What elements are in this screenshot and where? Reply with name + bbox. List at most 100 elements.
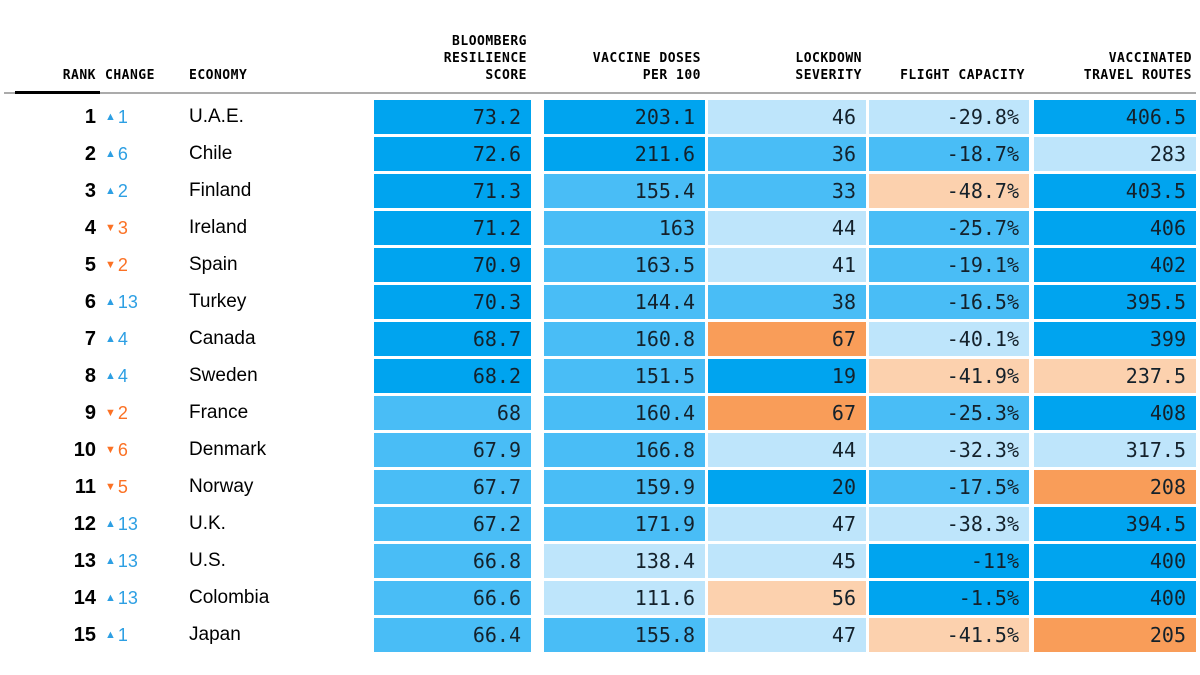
table-row: 13 ▲ 13 U.S. 66.8 138.4 45 -11% 400 xyxy=(4,544,1196,578)
vaccine-cell: 160.8 xyxy=(544,322,705,356)
column-gap xyxy=(531,211,544,245)
lockdown-cell: 33 xyxy=(708,174,866,208)
change-cell: ▲ 13 xyxy=(96,507,189,541)
change-value: 2 xyxy=(117,255,128,275)
column-gap xyxy=(1029,507,1034,541)
economy-name: Denmark xyxy=(189,439,267,460)
economy-name: Chile xyxy=(189,143,233,164)
flight-cell: -32.3% xyxy=(869,433,1029,467)
flight-cell: -16.5% xyxy=(869,285,1029,319)
col-header-score: BLOOMBERG RESILIENCE SCORE xyxy=(443,34,527,83)
vaccine-cell: 166.8 xyxy=(544,433,705,467)
column-gap xyxy=(705,544,708,578)
rank-value: 10 xyxy=(73,439,96,461)
change-cell: ▼ 2 xyxy=(96,396,189,430)
flight-cell: -41.5% xyxy=(869,618,1029,652)
rank-value: 8 xyxy=(84,365,96,387)
lockdown-cell: 67 xyxy=(708,396,866,430)
flight-cell: -40.1% xyxy=(869,322,1029,356)
change-arrow-icon: ▼ xyxy=(105,481,116,493)
rank-value: 9 xyxy=(84,402,96,424)
column-gap xyxy=(1029,322,1034,356)
score-cell: 68.2 xyxy=(374,359,531,393)
economy-name: Finland xyxy=(189,180,252,201)
column-gap xyxy=(866,100,869,134)
flight-cell: -25.7% xyxy=(869,211,1029,245)
column-gap xyxy=(866,433,869,467)
rank-value: 3 xyxy=(84,180,96,202)
change-value: 13 xyxy=(117,292,138,312)
routes-cell: 283 xyxy=(1034,137,1196,171)
change-arrow-icon: ▲ xyxy=(105,148,116,160)
change-arrow-icon: ▼ xyxy=(105,407,116,419)
column-gap xyxy=(1029,544,1034,578)
flight-cell: -48.7% xyxy=(869,174,1029,208)
routes-cell: 402 xyxy=(1034,248,1196,282)
column-gap xyxy=(705,211,708,245)
change-cell: ▼ 6 xyxy=(96,433,189,467)
vaccine-cell: 211.6 xyxy=(544,137,705,171)
economy-name: Spain xyxy=(189,254,238,275)
column-gap xyxy=(531,507,544,541)
table-row: 7 ▲ 4 Canada 68.7 160.8 67 -40.1% 399 xyxy=(4,322,1196,356)
vaccine-cell: 163 xyxy=(544,211,705,245)
column-gap xyxy=(1029,581,1034,615)
vaccine-cell: 159.9 xyxy=(544,470,705,504)
score-cell: 67.7 xyxy=(374,470,531,504)
lockdown-cell: 38 xyxy=(708,285,866,319)
column-gap xyxy=(866,544,869,578)
column-gap xyxy=(531,248,544,282)
score-cell: 71.3 xyxy=(374,174,531,208)
routes-cell: 394.5 xyxy=(1034,507,1196,541)
vaccine-cell: 138.4 xyxy=(544,544,705,578)
column-gap xyxy=(866,470,869,504)
col-header-economy: ECONOMY xyxy=(189,68,248,83)
routes-cell: 406 xyxy=(1034,211,1196,245)
routes-cell: 395.5 xyxy=(1034,285,1196,319)
economy-name: U.A.E. xyxy=(189,106,244,127)
lockdown-cell: 46 xyxy=(708,100,866,134)
col-header-rank: RANK xyxy=(62,68,96,83)
table-row: 3 ▲ 2 Finland 71.3 155.4 33 -48.7% 403.5 xyxy=(4,174,1196,208)
economy-name: Sweden xyxy=(189,365,258,386)
column-gap xyxy=(531,322,544,356)
score-cell: 70.3 xyxy=(374,285,531,319)
column-gap xyxy=(531,433,544,467)
resilience-ranking-table: RANK CHANGE ECONOMY BLOOMBERG RESILIENCE… xyxy=(4,0,1196,652)
vaccine-cell: 111.6 xyxy=(544,581,705,615)
vaccine-cell: 160.4 xyxy=(544,396,705,430)
lockdown-cell: 47 xyxy=(708,507,866,541)
score-cell: 68 xyxy=(374,396,531,430)
economy-name: France xyxy=(189,402,249,423)
column-gap xyxy=(531,137,544,171)
flight-cell: -17.5% xyxy=(869,470,1029,504)
change-value: 13 xyxy=(117,514,138,534)
score-cell: 70.9 xyxy=(374,248,531,282)
score-cell: 66.6 xyxy=(374,581,531,615)
table-body: 1 ▲ 1 U.A.E. 73.2 203.1 46 -29.8% 406.5 … xyxy=(4,100,1196,652)
column-gap xyxy=(866,507,869,541)
table-row: 8 ▲ 4 Sweden 68.2 151.5 19 -41.9% 237.5 xyxy=(4,359,1196,393)
col-header-routes: VACCINATED TRAVEL ROUTES xyxy=(1083,51,1192,83)
change-value: 6 xyxy=(117,440,128,460)
change-cell: ▲ 2 xyxy=(96,174,189,208)
score-cell: 66.4 xyxy=(374,618,531,652)
routes-cell: 408 xyxy=(1034,396,1196,430)
column-gap xyxy=(866,618,869,652)
change-arrow-icon: ▲ xyxy=(105,333,116,345)
table-row: 11 ▼ 5 Norway 67.7 159.9 20 -17.5% 208 xyxy=(4,470,1196,504)
column-gap xyxy=(705,470,708,504)
change-cell: ▼ 3 xyxy=(96,211,189,245)
column-gap xyxy=(1029,433,1034,467)
vaccine-cell: 155.8 xyxy=(544,618,705,652)
change-cell: ▲ 4 xyxy=(96,322,189,356)
lockdown-cell: 45 xyxy=(708,544,866,578)
table-row: 10 ▼ 6 Denmark 67.9 166.8 44 -32.3% 317.… xyxy=(4,433,1196,467)
vaccine-cell: 163.5 xyxy=(544,248,705,282)
column-gap xyxy=(1029,618,1034,652)
column-gap xyxy=(531,285,544,319)
rank-value: 2 xyxy=(84,143,96,165)
table-row: 2 ▲ 6 Chile 72.6 211.6 36 -18.7% 283 xyxy=(4,137,1196,171)
column-gap xyxy=(531,544,544,578)
column-gap xyxy=(705,248,708,282)
